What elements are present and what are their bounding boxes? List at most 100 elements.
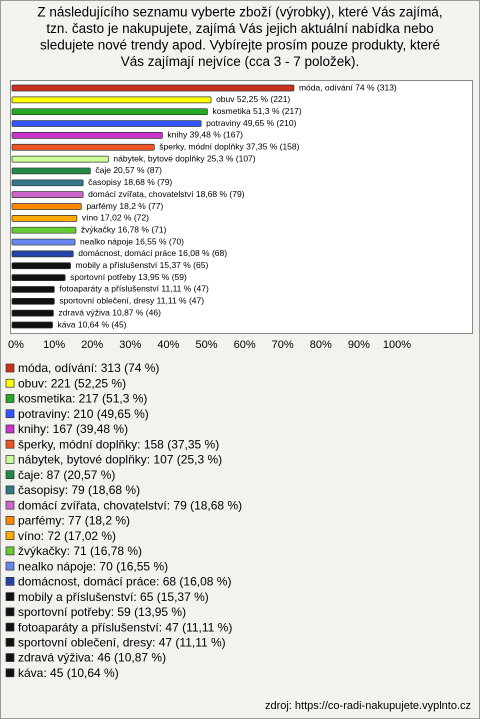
- legend-label: zdravá výživa: 46 (10,87 %): [18, 651, 166, 665]
- data-label: parfémy 18,2 % (77): [86, 201, 163, 211]
- data-label: domácí zvířata, chovatelství 18,68 % (79…: [88, 189, 245, 199]
- legend-label: sportovní potřeby: 59 (13,95 %): [18, 605, 186, 619]
- bar: [11, 155, 109, 163]
- legend-swatch: [5, 378, 15, 388]
- data-label: žvýkačky 16,78 % (71): [81, 224, 167, 234]
- legend-label: nealko nápoje: 70 (16,55 %): [18, 559, 168, 573]
- data-label: nealko nápoje 16,55 % (70): [80, 236, 184, 246]
- data-label: šperky, módní doplňky 37,35 % (158): [159, 142, 299, 152]
- bar: [11, 143, 155, 151]
- bar: [11, 286, 55, 293]
- data-label: kosmetika 51,3 % (217): [212, 106, 301, 116]
- bar: [11, 96, 212, 104]
- data-label: zdravá výživa 10,87 % (46): [58, 307, 161, 317]
- legend-swatch: [5, 485, 15, 495]
- data-label: káva 10,64 % (45): [58, 319, 127, 329]
- x-tick-label: 50%: [195, 339, 217, 351]
- legend-swatch: [5, 622, 15, 632]
- legend-label: žvýkačky: 71 (16,78 %): [18, 544, 142, 558]
- legend-label: káva: 45 (10,64 %): [18, 666, 119, 680]
- bar: [11, 215, 78, 222]
- bar: [11, 132, 163, 139]
- legend-swatch: [5, 455, 15, 464]
- legend-label: sportovní oblečení, dresy: 47 (11,11 %): [18, 635, 226, 649]
- data-label: víno 17,02 % (72): [82, 213, 149, 223]
- legend-label: časopisy: 79 (18,68 %): [18, 483, 140, 497]
- bar: [11, 167, 91, 175]
- bar: [11, 226, 77, 234]
- bar: [11, 108, 208, 116]
- data-label: nábytek, bytové doplňky 25,3 % (107): [113, 153, 255, 163]
- legend-label: šperky, módní doplňky: 158 (37,35 %): [18, 437, 219, 451]
- data-label: domácnost, domácí práce 16,08 % (68): [78, 248, 227, 258]
- legend-swatch: [5, 637, 15, 647]
- data-label: sportovní potřeby 13,95 % (59): [70, 272, 187, 282]
- x-tick-label: 40%: [157, 339, 179, 351]
- legend-label: mobily a příslušenství: 65 (15,37 %): [18, 590, 209, 604]
- data-label: knihy 39,48 % (167): [167, 130, 243, 140]
- legend-swatch: [5, 500, 15, 510]
- x-tick-label: 20%: [81, 339, 103, 351]
- legend-label: čaje: 87 (20,57 %): [18, 468, 115, 482]
- x-tick-label: 30%: [119, 339, 141, 351]
- legend-label: móda, odívání: 313 (74 %): [18, 361, 159, 375]
- data-label: časopisy 18,68 % (79): [88, 177, 172, 187]
- x-tick-label: 70%: [272, 339, 294, 351]
- legend-label: nábytek, bytové doplňky: 107 (25,3 %): [18, 453, 222, 467]
- legend-swatch: [5, 439, 15, 449]
- bar: [11, 238, 76, 246]
- x-tick-label: 10%: [43, 339, 65, 351]
- legend-swatch: [5, 363, 15, 373]
- source: zdroj: https://co-radi-nakupujete.vyplnt…: [265, 700, 471, 712]
- x-tick-label: 0%: [8, 339, 24, 351]
- legend-swatch: [5, 409, 15, 419]
- bar: [11, 321, 53, 329]
- x-tick-label: 60%: [234, 339, 256, 351]
- legend-swatch: [5, 470, 15, 480]
- legend-label: potraviny: 210 (49,65 %): [18, 407, 149, 421]
- data-label: čaje 20,57 % (87): [95, 165, 162, 175]
- legend-swatch: [5, 561, 15, 571]
- legend-swatch: [5, 668, 15, 678]
- legend-swatch: [5, 424, 15, 434]
- chart-title: tzn. často je nakupujete, zajímá Vás jej…: [46, 21, 433, 36]
- chart-title: Vás zajímají nejvíce (cca 3 - 7 položek)…: [121, 54, 360, 69]
- data-label: potraviny 49,65 % (210): [206, 118, 296, 128]
- legend-swatch: [5, 592, 15, 601]
- x-tick-label: 90%: [348, 339, 370, 351]
- bar: [11, 250, 74, 258]
- legend-label: domácnost, domácí práce: 68 (16,08 %): [18, 575, 231, 589]
- chart-title: Z následujícího seznamu vyberte zboží (v…: [37, 5, 442, 20]
- legend-swatch: [5, 531, 15, 540]
- data-label: obuv 52,25 % (221): [216, 94, 290, 104]
- legend-label: fotoaparáty a příslušenství: 47 (11,11 %…: [18, 620, 232, 634]
- x-tick-label: 100%: [383, 339, 411, 351]
- legend-label: kosmetika: 217 (51,3 %): [18, 392, 147, 406]
- data-label: sportovní oblečení, dresy 11,11 % (47): [59, 296, 204, 306]
- bar: [11, 179, 84, 187]
- x-tick-label: 80%: [310, 339, 332, 351]
- legend-label: domácí zvířata, chovatelství: 79 (18,68 …: [18, 498, 242, 512]
- legend-swatch: [5, 653, 15, 662]
- bar: [11, 309, 54, 317]
- legend-swatch: [5, 516, 15, 525]
- legend-swatch: [5, 394, 15, 403]
- bar: [11, 203, 82, 210]
- legend-swatch: [5, 607, 15, 617]
- data-label: fotoaparáty a příslušenství 11,11 % (47): [59, 284, 209, 294]
- chart-title: sledujete nové trendy apod. Vybírejte pr…: [40, 38, 440, 53]
- bar: [11, 274, 66, 281]
- bar: [11, 262, 71, 270]
- legend-label: víno: 72 (17,02 %): [18, 529, 116, 543]
- legend-label: knihy: 167 (39,48 %): [18, 422, 128, 436]
- data-label: móda, odívání 74 % (313): [299, 82, 397, 92]
- bar: [11, 191, 84, 198]
- bar: [11, 120, 202, 127]
- legend-label: obuv: 221 (52,25 %): [18, 376, 126, 390]
- legend-swatch: [5, 546, 15, 556]
- legend-label: parfémy: 77 (18,2 %): [18, 514, 130, 528]
- legend-swatch: [5, 577, 15, 586]
- data-label: mobily a příslušenství 15,37 % (65): [76, 260, 209, 270]
